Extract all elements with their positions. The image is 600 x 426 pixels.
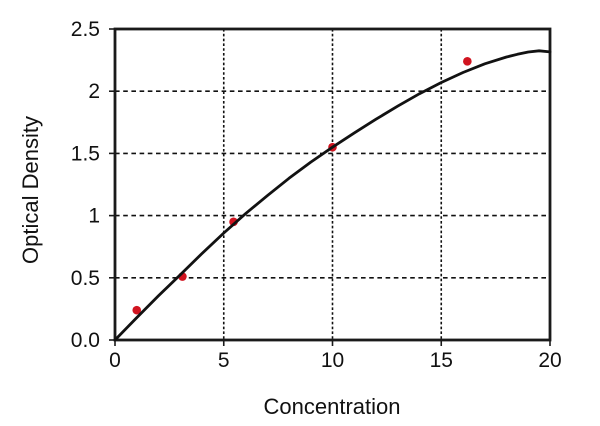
- data-point: [463, 57, 472, 66]
- x-tick-label: 20: [538, 349, 561, 372]
- x-axis-title: Concentration: [263, 394, 401, 419]
- x-tick-label: 0: [109, 349, 121, 372]
- y-tick-label: 2: [88, 80, 100, 103]
- y-tick-label: 0.0: [71, 329, 100, 352]
- y-tick-label: 2.5: [71, 18, 100, 41]
- x-tick-label: 10: [321, 349, 344, 372]
- y-axis-title: Optical Density: [18, 116, 43, 264]
- y-tick-label: 1.5: [71, 142, 100, 165]
- x-tick-label: 15: [430, 349, 453, 372]
- y-tick-label: 0.5: [71, 267, 100, 290]
- data-point: [132, 305, 142, 315]
- x-tick-label: 5: [218, 349, 230, 372]
- y-tick-label: 1: [88, 205, 100, 228]
- fitted-curve: [113, 49, 552, 342]
- plot-frame: [113, 27, 552, 342]
